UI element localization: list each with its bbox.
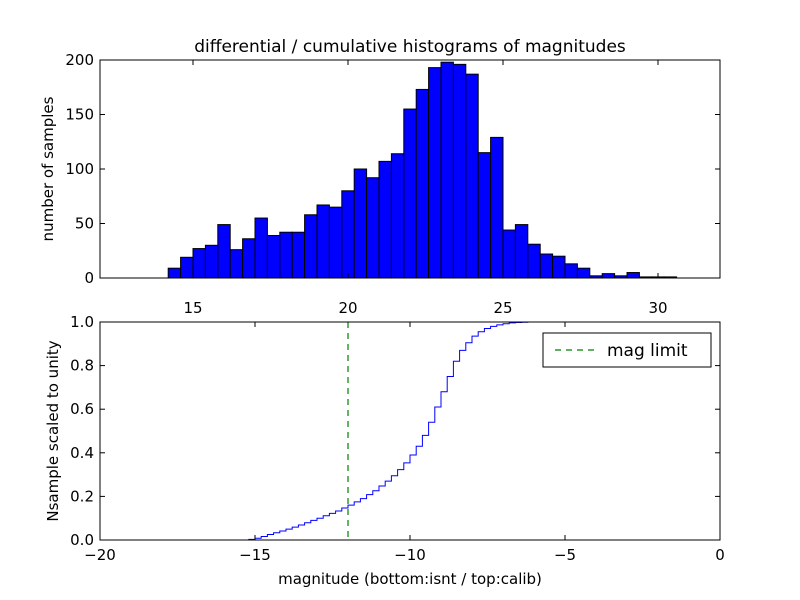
top-y-tick-label: 100 xyxy=(65,160,94,178)
histogram-bar xyxy=(552,255,566,279)
histogram-bar xyxy=(440,61,454,279)
bottom-x-tick-label: −20 xyxy=(84,546,116,564)
histogram-bar xyxy=(266,234,281,279)
histogram-bar xyxy=(601,273,616,279)
histogram-bar xyxy=(353,168,368,279)
histogram-bar xyxy=(477,152,492,279)
histogram-bar xyxy=(192,248,206,279)
top-y-axis-label: number of samples xyxy=(39,96,57,241)
top-axis-ticks: 15 20 25 30 0 50 100 150 200 xyxy=(65,51,720,317)
bottom-y-tick-label: 0.0 xyxy=(70,531,94,549)
histogram-bar xyxy=(304,214,318,279)
histogram-bar xyxy=(279,231,293,279)
histogram-bar xyxy=(403,108,417,279)
bottom-y-tick-label: 0.4 xyxy=(70,444,94,462)
histogram-bar xyxy=(415,88,430,279)
histogram-bar xyxy=(316,204,330,279)
bottom-x-tick-label: −15 xyxy=(239,546,271,564)
top-y-tick-label: 200 xyxy=(65,51,94,69)
histogram-bar xyxy=(366,177,380,279)
histogram-bar xyxy=(254,217,268,279)
histogram-bar xyxy=(242,238,256,279)
top-x-tick-label: 20 xyxy=(338,299,357,317)
top-y-tick-label: 0 xyxy=(84,269,94,287)
histogram-bar xyxy=(229,249,244,279)
top-x-tick-label: 15 xyxy=(183,299,202,317)
histogram-bar xyxy=(564,263,578,279)
legend-mag-limit-label: mag limit xyxy=(607,341,688,361)
legend-box xyxy=(542,332,712,368)
bottom-y-tick-label: 1.0 xyxy=(70,313,94,331)
bottom-x-tick-label: 0 xyxy=(715,546,725,564)
bottom-plot-frame xyxy=(99,321,721,541)
legend: mag limit xyxy=(542,332,712,368)
top-x-tick-label: 25 xyxy=(493,299,512,317)
histogram-bar xyxy=(180,256,194,279)
cumulative-step-line xyxy=(100,321,720,541)
bottom-axis-ticks: −20 −15 −10 −5 0 0.0 0.2 0.4 0.6 0.8 1.0 xyxy=(70,313,725,564)
top-y-tick-label: 50 xyxy=(75,215,94,233)
top-y-tick-label: 150 xyxy=(65,106,94,124)
histogram-bar xyxy=(514,224,529,279)
histogram-bar xyxy=(527,243,541,279)
histogram-bar xyxy=(490,136,504,279)
histogram-bar xyxy=(626,272,640,279)
histogram-bar xyxy=(167,267,182,279)
histogram-bar xyxy=(390,153,405,279)
top-x-tick-label: 30 xyxy=(648,299,667,317)
histogram-bar xyxy=(378,160,392,279)
bottom-y-tick-label: 0.6 xyxy=(70,400,94,418)
histogram-bar xyxy=(452,63,467,279)
histogram-bar xyxy=(539,253,554,279)
histogram-bar xyxy=(502,229,516,279)
histogram-panel: differential / cumulative histograms of … xyxy=(39,37,721,317)
histogram-bar xyxy=(217,224,231,279)
bottom-y-tick-label: 0.2 xyxy=(70,487,94,505)
bottom-y-tick-label: 0.8 xyxy=(70,357,94,375)
chart-title: differential / cumulative histograms of … xyxy=(194,37,626,57)
bottom-x-axis-label: magnitude (bottom:isnt / top:calib) xyxy=(278,570,542,588)
histogram-bar xyxy=(291,231,306,279)
top-plot-frame xyxy=(99,59,721,279)
histogram-bar xyxy=(428,67,442,279)
histogram-bar xyxy=(465,73,479,279)
bottom-x-tick-label: −5 xyxy=(554,546,576,564)
cumulative-panel: Nsample scaled to unity magnitude (botto… xyxy=(44,313,725,588)
histogram-bar xyxy=(576,267,591,279)
bottom-x-tick-label: −10 xyxy=(394,546,426,564)
bottom-y-axis-label: Nsample scaled to unity xyxy=(44,340,62,521)
histogram-bar xyxy=(328,206,343,279)
histogram-bar xyxy=(204,244,219,279)
histogram-bar xyxy=(341,190,355,279)
